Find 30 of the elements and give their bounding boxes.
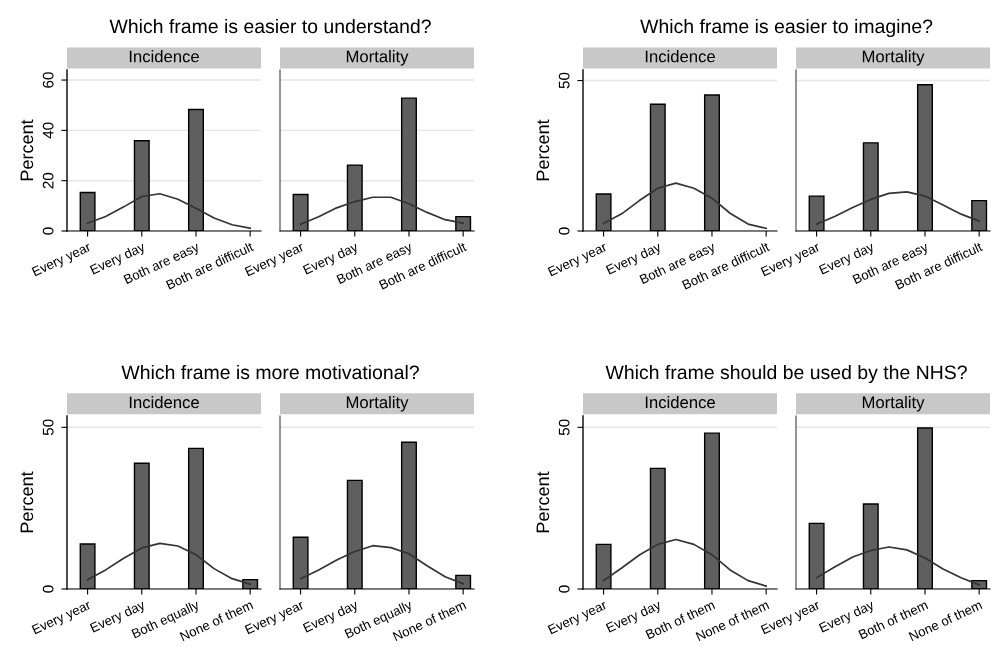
y-tick-label: 40 [42, 122, 54, 139]
y-tick-label: 20 [42, 172, 54, 189]
y-tick-label: 50 [42, 419, 54, 436]
y-tick-label: 50 [558, 419, 570, 436]
chart-title: Which frame is easier to imagine? [640, 18, 933, 38]
chart-title: Which frame is more motivational? [121, 364, 419, 380]
chart-subtitle: Incidence [129, 396, 199, 409]
y-tick-label: 0 [42, 585, 54, 593]
y-axis-title: Percent [20, 471, 34, 533]
chart-subtitle: Mortality [862, 50, 925, 66]
y-axis-title: Percent [536, 471, 550, 533]
line-series [602, 538, 767, 587]
chart-subtitle: Incidence [129, 50, 199, 63]
y-tick-label: 50 [558, 72, 570, 89]
y-tick-label: 0 [558, 227, 570, 235]
chart-title: Which frame should be used by the NHS? [605, 364, 967, 384]
line-series [602, 182, 767, 230]
chart-subtitle: Incidence [645, 396, 715, 409]
chart-subtitle: Mortality [862, 396, 925, 412]
y-tick-label: 60 [42, 72, 54, 88]
chart-subtitle: Mortality [346, 50, 409, 66]
y-tick-label: 0 [42, 227, 54, 235]
chart-subtitle: Incidence [645, 50, 715, 63]
chart-title: Which frame is easier to understand? [109, 18, 431, 34]
line-series [86, 192, 251, 230]
y-axis-title: Percent [536, 119, 550, 181]
y-axis-title: Percent [20, 119, 34, 181]
y-tick-label: 0 [558, 585, 570, 593]
chart-subtitle: Mortality [346, 396, 409, 412]
line-series [86, 542, 251, 585]
